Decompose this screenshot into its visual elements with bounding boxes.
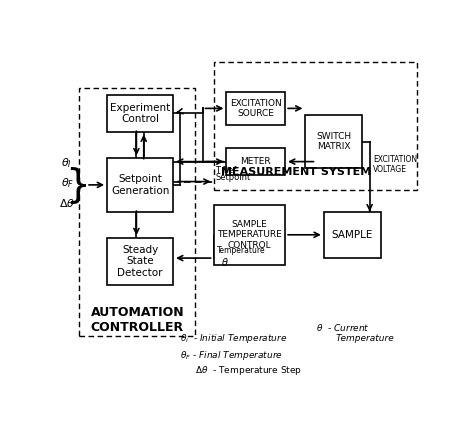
Bar bbox=[213, 205, 285, 265]
Text: }: } bbox=[65, 166, 90, 204]
Text: $\theta$  - Current
       Temperature: $\theta$ - Current Temperature bbox=[316, 322, 394, 343]
Bar bbox=[213, 62, 418, 190]
Text: VOLTAGE: VOLTAGE bbox=[374, 165, 407, 175]
Text: $\theta_i$  - Initial Temperature: $\theta_i$ - Initial Temperature bbox=[181, 332, 288, 345]
Bar bbox=[107, 238, 173, 285]
Text: $\theta_F$ - Final Temperature: $\theta_F$ - Final Temperature bbox=[181, 349, 283, 362]
Bar bbox=[324, 212, 381, 258]
Text: Setpoint
Generation: Setpoint Generation bbox=[111, 174, 169, 196]
Text: AUTOMATION
CONTROLLER: AUTOMATION CONTROLLER bbox=[91, 306, 184, 334]
Text: Experiment
Control: Experiment Control bbox=[110, 102, 170, 124]
Text: $\theta_I$: $\theta_I$ bbox=[61, 157, 72, 170]
Bar bbox=[227, 148, 285, 175]
Text: EXCITATION: EXCITATION bbox=[374, 156, 418, 165]
Bar bbox=[305, 115, 362, 168]
Text: Setpoint: Setpoint bbox=[215, 173, 251, 182]
Text: SAMPLE
TEMPERATURE
CONTROL: SAMPLE TEMPERATURE CONTROL bbox=[217, 220, 282, 250]
Text: $\Delta\theta$: $\Delta\theta$ bbox=[59, 197, 75, 209]
Text: SAMPLE: SAMPLE bbox=[331, 230, 373, 240]
Text: $\Delta\theta$  - Temperature Step: $\Delta\theta$ - Temperature Step bbox=[195, 364, 302, 377]
Bar bbox=[227, 92, 285, 125]
Bar bbox=[107, 95, 173, 132]
Text: Steady
State
Detector: Steady State Detector bbox=[118, 245, 163, 278]
Text: $\theta$: $\theta$ bbox=[221, 257, 228, 268]
Text: METER: METER bbox=[240, 157, 271, 166]
Bar bbox=[80, 89, 195, 336]
Text: $\theta_F$: $\theta_F$ bbox=[61, 177, 74, 191]
Text: EXCITATION
SOURCE: EXCITATION SOURCE bbox=[230, 98, 282, 118]
Text: Temperature: Temperature bbox=[217, 246, 266, 255]
Text: MEASUREMENT SYSTEM: MEASUREMENT SYSTEM bbox=[221, 167, 371, 177]
Bar bbox=[107, 158, 173, 212]
Text: SWITCH
MATRIX: SWITCH MATRIX bbox=[316, 132, 351, 151]
Text: T Ref: T Ref bbox=[215, 166, 237, 175]
